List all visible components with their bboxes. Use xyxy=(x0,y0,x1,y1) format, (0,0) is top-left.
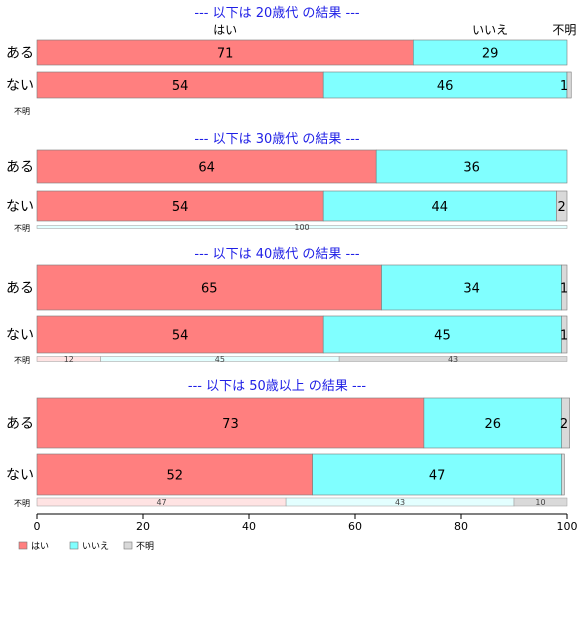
row-label: ある xyxy=(6,160,34,176)
bar-segment xyxy=(556,190,568,222)
column-header-label: 不明 xyxy=(552,23,576,37)
row-label: ない xyxy=(6,468,34,484)
bar-segment xyxy=(561,264,568,311)
legend-swatch xyxy=(69,541,79,550)
row-label-small: 不明 xyxy=(14,356,30,365)
data-label: 54 xyxy=(172,79,189,94)
panel-title: --- 以下は 40歳代 の結果 --- xyxy=(194,247,360,262)
x-tick-label: 40 xyxy=(242,520,256,533)
panel-title: --- 以下は 30歳代 の結果 --- xyxy=(194,132,360,147)
legend-swatch xyxy=(123,541,133,550)
data-label: 54 xyxy=(172,200,189,215)
bar-segment-small xyxy=(338,356,568,362)
data-label: 1 xyxy=(560,282,568,297)
data-label: 54 xyxy=(172,329,189,344)
row-label: ある xyxy=(6,281,34,297)
data-label-small: 43 xyxy=(395,498,405,507)
data-label: 44 xyxy=(432,200,449,215)
data-label: 1 xyxy=(560,79,568,94)
bar-segment xyxy=(566,71,572,99)
row-label: ある xyxy=(6,416,34,432)
data-label-small: 10 xyxy=(535,498,545,507)
bar-segment xyxy=(36,39,414,66)
panel-title: --- 以下は 20歳代 の結果 --- xyxy=(194,6,360,21)
bar-segment-small xyxy=(513,497,568,507)
data-label: 2 xyxy=(558,200,566,215)
bar-segment xyxy=(36,149,377,184)
data-label-small: 12 xyxy=(64,355,74,364)
row-label-small: 不明 xyxy=(14,224,30,233)
bar-segment xyxy=(375,149,568,184)
data-label: 64 xyxy=(198,161,215,176)
x-tick-label: 60 xyxy=(348,520,362,533)
data-label: 65 xyxy=(201,282,218,297)
row-label: ある xyxy=(6,46,34,62)
data-label-small: 47 xyxy=(156,498,166,507)
x-tick-label: 20 xyxy=(136,520,150,533)
data-label: 2 xyxy=(560,417,568,432)
bar-segment xyxy=(36,397,425,449)
data-label: 1 xyxy=(560,329,568,344)
data-label: 26 xyxy=(485,417,502,432)
data-label: 47 xyxy=(429,469,446,484)
data-label: 52 xyxy=(167,469,184,484)
bar-segment xyxy=(561,315,568,354)
data-label: 73 xyxy=(222,417,239,432)
data-label-small: 45 xyxy=(215,355,225,364)
panel-title: --- 以下は 50歳以上 の結果 --- xyxy=(188,379,367,394)
data-label: 34 xyxy=(463,282,480,297)
data-label: 71 xyxy=(217,47,234,62)
column-header-label: いいえ xyxy=(472,23,508,37)
data-label-small: 100 xyxy=(294,223,309,232)
data-label: 36 xyxy=(463,161,480,176)
data-label-small: 43 xyxy=(448,355,458,364)
bar-segment xyxy=(36,264,382,311)
bar-segment xyxy=(561,397,570,449)
bar-segment-small xyxy=(36,225,568,229)
legend-label: いいえ xyxy=(82,541,109,552)
row-label: ない xyxy=(6,78,34,94)
x-tick-label: 0 xyxy=(34,520,41,533)
x-tick-label: 80 xyxy=(454,520,468,533)
bar-segment xyxy=(561,453,565,496)
data-label: 46 xyxy=(437,79,454,94)
legend-label: はい xyxy=(31,541,49,552)
row-label-small: 不明 xyxy=(14,499,30,508)
column-header-label: はい xyxy=(213,23,237,37)
bar-segment xyxy=(412,39,568,66)
row-label: ない xyxy=(6,199,34,215)
bar-segment xyxy=(423,397,562,449)
bar-segment xyxy=(322,190,557,222)
bar-segment xyxy=(36,453,313,496)
bar-segment xyxy=(36,315,324,354)
bar-segment xyxy=(36,71,324,99)
row-label: ない xyxy=(6,328,34,344)
data-label: 29 xyxy=(482,47,499,62)
legend-label: 不明 xyxy=(136,541,154,552)
data-label: 45 xyxy=(434,329,451,344)
bar-segment xyxy=(322,315,563,354)
bar-segment xyxy=(36,190,324,222)
legend-swatch xyxy=(18,541,28,550)
bar-segment xyxy=(322,71,568,99)
row-label-small: 不明 xyxy=(14,107,30,116)
bar-segment xyxy=(381,264,562,311)
x-tick-label: 100 xyxy=(557,520,578,533)
